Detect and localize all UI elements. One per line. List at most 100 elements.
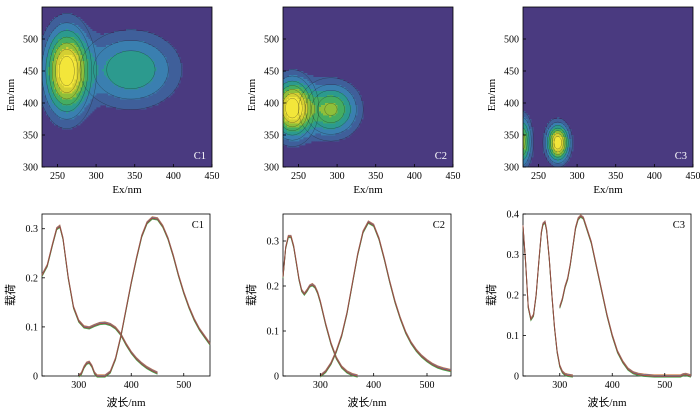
contour-cell <box>331 81 334 84</box>
contour-cell <box>76 23 79 26</box>
contour-cell <box>80 85 83 88</box>
contour-cell <box>287 71 290 74</box>
contour-cell <box>289 109 292 112</box>
contour-cell <box>60 41 63 44</box>
contour-cell <box>106 37 109 40</box>
contour-cell <box>84 53 87 56</box>
contour-cell <box>94 39 97 42</box>
contour-cell <box>72 123 75 126</box>
contour-cell <box>337 89 340 92</box>
contour-cell <box>116 71 119 74</box>
contour-cell <box>78 77 81 80</box>
contour-cell <box>311 119 314 122</box>
contour-cell <box>92 85 95 88</box>
contour-cell <box>80 25 83 28</box>
contour-cell <box>329 127 332 130</box>
contour-cell <box>285 79 288 82</box>
contour-cell <box>547 123 550 126</box>
contour-cell <box>92 33 95 36</box>
contour-cell <box>74 37 77 40</box>
contour-cell <box>104 65 107 68</box>
contour-cell <box>128 87 131 90</box>
contour-cell <box>74 59 77 62</box>
contour-cell <box>70 113 73 116</box>
contour-cell <box>307 125 310 128</box>
contour-cell <box>64 95 67 98</box>
contour-cell <box>132 107 135 110</box>
contour-cell <box>68 79 71 82</box>
contour-cell <box>76 53 79 56</box>
contour-cell <box>84 93 87 96</box>
contour-cell <box>168 81 171 84</box>
contour-cell <box>64 123 67 126</box>
contour-cell <box>78 93 81 96</box>
contour-cell <box>96 37 99 40</box>
contour-cell <box>72 49 75 52</box>
contour-cell <box>134 57 137 60</box>
contour-cell <box>138 69 141 72</box>
contour-cell <box>553 133 556 136</box>
contour-cell <box>349 103 352 106</box>
contour-cell <box>88 101 91 104</box>
contour-cell <box>72 63 75 66</box>
contour-cell <box>68 25 71 28</box>
contour-cell <box>160 93 163 96</box>
contour-cell <box>561 119 564 122</box>
contour-cell <box>100 73 103 76</box>
contour-cell <box>303 83 306 86</box>
contour-cell <box>291 85 294 88</box>
contour-cell <box>100 71 103 74</box>
contour-cell <box>301 139 304 142</box>
contour-cell <box>64 53 67 56</box>
contour-cell <box>108 81 111 84</box>
contour-cell <box>164 85 167 88</box>
contour-cell <box>72 111 75 114</box>
contour-cell <box>555 141 558 144</box>
contour-cell <box>46 99 49 102</box>
contour-cell <box>146 37 149 40</box>
contour-cell <box>563 135 566 138</box>
contour-cell <box>341 97 344 100</box>
contour-cell <box>166 41 169 44</box>
contour-cell <box>90 31 93 34</box>
contour-cell <box>329 125 332 128</box>
contour-cell <box>128 85 131 88</box>
contour-cell <box>327 119 330 122</box>
contour-cell <box>319 77 322 80</box>
contour-cell <box>335 129 338 132</box>
contour-cell <box>124 37 127 40</box>
contour-cell <box>349 93 352 96</box>
contour-cell <box>70 117 73 120</box>
contour-cell <box>327 123 330 126</box>
contour-cell <box>110 91 113 94</box>
contour-cell <box>148 35 151 38</box>
contour-cell <box>134 53 137 56</box>
y-axis-label: 载荷 <box>485 284 498 306</box>
contour-cell <box>116 63 119 66</box>
contour-cell <box>44 97 47 100</box>
contour-cell <box>58 45 61 48</box>
contour-cell <box>323 129 326 132</box>
contour-cell <box>120 55 123 58</box>
contour-cell <box>98 49 101 52</box>
contour-cell <box>84 59 87 62</box>
contour-cell <box>567 127 570 130</box>
contour-cell <box>140 71 143 74</box>
contour-cell <box>88 57 91 60</box>
contour-cell <box>329 135 332 138</box>
contour-cell <box>303 105 306 108</box>
contour-cell <box>349 113 352 116</box>
contour-cell <box>70 59 73 62</box>
contour-cell <box>102 71 105 74</box>
contour-cell <box>98 61 101 64</box>
contour-cell <box>154 63 157 66</box>
contour-cell <box>78 113 81 116</box>
contour-cell <box>98 69 101 72</box>
contour-cell <box>78 73 81 76</box>
x-tick-label: 250 <box>531 171 546 182</box>
contour-cell <box>305 93 308 96</box>
contour-cell <box>96 95 99 98</box>
contour-cell <box>166 87 169 90</box>
contour-cell <box>150 59 153 62</box>
contour-cell <box>148 39 151 42</box>
